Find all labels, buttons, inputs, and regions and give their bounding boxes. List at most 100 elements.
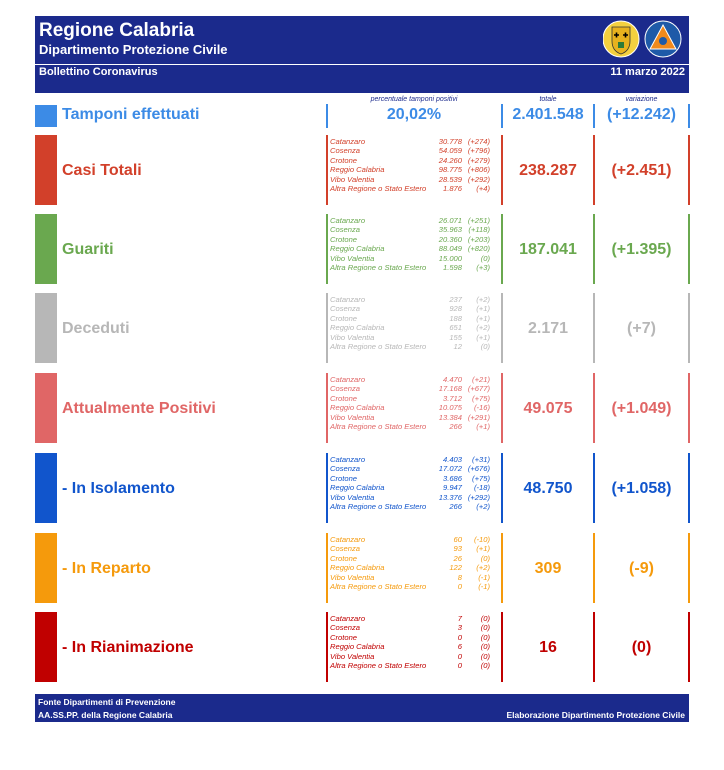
province-change: (+1) xyxy=(476,304,490,314)
section-label: Deceduti xyxy=(62,320,130,337)
province-value: 155 xyxy=(449,332,462,342)
tamponi-percent: 20,02% xyxy=(386,106,442,123)
section-total: 238.287 xyxy=(519,162,577,179)
section-divider xyxy=(326,453,328,523)
header-divider-bar xyxy=(35,81,689,93)
province-row: Reggio Calabria 9.947 (-18) xyxy=(328,483,500,492)
province-value: 17.072 xyxy=(438,464,462,474)
section-variation: (0) xyxy=(631,639,652,656)
province-change: (+796) xyxy=(467,146,490,156)
section-divider xyxy=(688,373,690,443)
section-divider xyxy=(501,612,503,682)
province-row: Altra Regione o Stato Estero 1.598 (+3) xyxy=(328,263,500,272)
province-change: (0) xyxy=(480,660,490,670)
section-swatch xyxy=(35,293,57,363)
province-change: (+31) xyxy=(472,455,490,464)
province-change: (+1) xyxy=(476,544,490,554)
section-total: 48.750 xyxy=(523,480,573,497)
province-value: 928 xyxy=(449,304,462,314)
province-row: Vibo Valentia 13.384 (+291) xyxy=(328,413,500,422)
province-change: (-18) xyxy=(473,483,490,493)
tamponi-swatch xyxy=(35,105,57,127)
province-row: Vibo Valentia 8 (-1) xyxy=(328,573,500,582)
section-total: 187.041 xyxy=(519,241,577,258)
province-value: 8 xyxy=(457,572,462,582)
report-title: Regione Calabria xyxy=(39,20,195,41)
province-change: (+292) xyxy=(467,492,490,502)
section-variation: (+1.058) xyxy=(611,480,672,497)
province-row: Reggio Calabria 6 (0) xyxy=(328,642,500,651)
province-value: 10.075 xyxy=(438,403,462,413)
regione-calabria-crest-icon xyxy=(603,20,640,58)
province-row: Cosenza 54.059 (+796) xyxy=(328,146,500,155)
section-swatch xyxy=(35,373,57,443)
section-divider xyxy=(688,293,690,363)
section-variation: (+7) xyxy=(627,320,656,337)
province-row: Crotone 0 (0) xyxy=(328,633,500,642)
province-change: (+806) xyxy=(467,165,490,175)
section-divider xyxy=(688,612,690,682)
section-swatch xyxy=(35,214,57,284)
province-row: Cosenza 17.072 (+676) xyxy=(328,464,500,473)
province-change: (+2) xyxy=(476,295,490,304)
province-change: (+676) xyxy=(467,464,490,474)
province-change: (+291) xyxy=(467,412,490,422)
province-name: Vibo Valentia xyxy=(330,492,375,502)
section-divider xyxy=(593,453,595,523)
province-row: Altra Regione o Stato Estero 0 (-1) xyxy=(328,582,500,591)
province-value: 13.384 xyxy=(438,412,462,422)
province-value: 13.376 xyxy=(438,492,462,502)
province-row: Reggio Calabria 98.775 (+806) xyxy=(328,165,500,174)
province-change: (+292) xyxy=(467,174,490,184)
province-value: 1.598 xyxy=(442,262,462,272)
province-value: 188 xyxy=(449,313,462,323)
province-name: Vibo Valentia xyxy=(330,572,375,582)
province-name: Catanzaro xyxy=(330,535,366,544)
province-row: Altra Regione o Stato Estero 266 (+2) xyxy=(328,502,500,511)
province-row: Catanzaro 237 (+2) xyxy=(328,295,500,304)
province-value: 26.071 xyxy=(438,216,462,225)
province-value: 28.539 xyxy=(438,174,462,184)
province-name: Crotone xyxy=(330,632,358,642)
province-row: Reggio Calabria 651 (+2) xyxy=(328,323,500,332)
province-name: Reggio Calabria xyxy=(330,563,385,573)
province-row: Catanzaro 4.403 (+31) xyxy=(328,455,500,464)
province-value: 6 xyxy=(457,642,462,652)
province-list: Catanzaro 7 (0) Cosenza 3 (0) Crotone 0 (0) Reggi… xyxy=(328,614,500,670)
tamponi-divider xyxy=(593,104,595,128)
province-change: (+1) xyxy=(476,313,490,323)
province-change: (0) xyxy=(480,651,490,661)
tamponi-total: 2.401.548 xyxy=(512,106,584,123)
province-value: 7 xyxy=(457,614,462,623)
province-name: Vibo Valentia xyxy=(330,651,375,661)
province-name: Reggio Calabria xyxy=(330,165,385,175)
province-change: (-16) xyxy=(473,403,490,413)
province-row: Altra Regione o Stato Estero 12 (0) xyxy=(328,342,500,351)
province-value: 4.403 xyxy=(442,455,462,464)
province-value: 0 xyxy=(457,632,462,642)
province-name: Reggio Calabria xyxy=(330,323,385,333)
province-change: (+21) xyxy=(472,375,490,384)
province-value: 122 xyxy=(449,563,462,573)
province-value: 24.260 xyxy=(438,155,462,165)
province-name: Catanzaro xyxy=(330,137,366,146)
province-value: 60 xyxy=(453,535,462,544)
province-change: (+274) xyxy=(467,137,490,146)
province-value: 98.775 xyxy=(438,165,462,175)
province-value: 20.360 xyxy=(438,234,462,244)
province-change: (+2) xyxy=(476,323,490,333)
section-divider xyxy=(326,612,328,682)
province-change: (+251) xyxy=(467,216,490,225)
tamponi-divider xyxy=(326,104,328,128)
province-value: 266 xyxy=(449,501,462,511)
province-row: Reggio Calabria 122 (+2) xyxy=(328,563,500,572)
province-list: Catanzaro 26.071 (+251) Cosenza 35.963 (+118)… xyxy=(328,216,500,272)
protezione-civile-icon xyxy=(644,20,682,58)
section-divider xyxy=(688,453,690,523)
province-change: (+1) xyxy=(476,332,490,342)
section-divider xyxy=(688,533,690,603)
section-swatch xyxy=(35,453,57,523)
province-change: (+4) xyxy=(476,183,490,193)
province-name: Catanzaro xyxy=(330,614,366,623)
tamponi-variation: (+12.242) xyxy=(607,106,676,123)
